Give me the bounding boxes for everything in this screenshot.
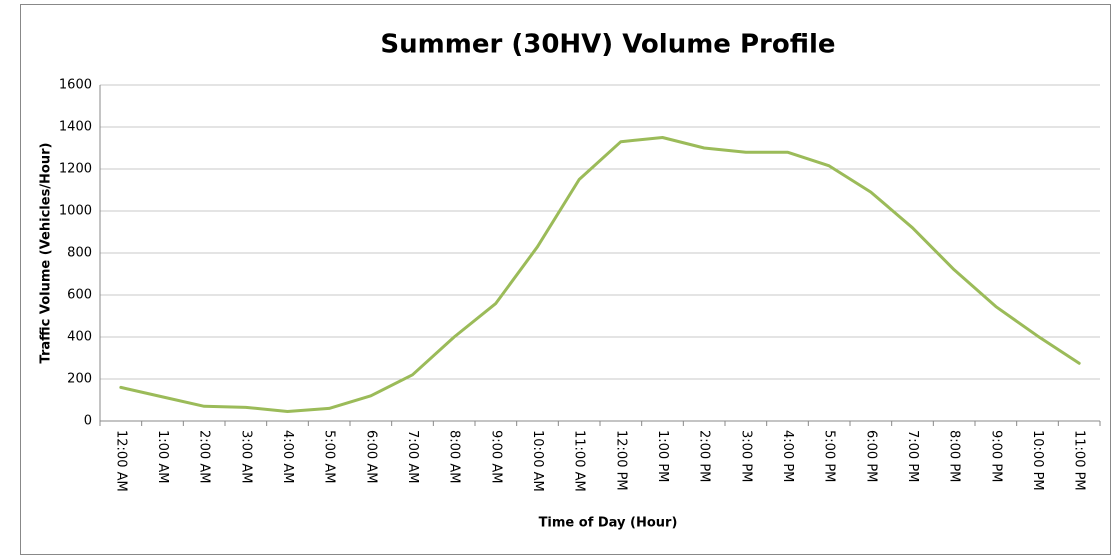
y-tick-label: 1200	[59, 162, 92, 177]
x-tick-label: 5:00 AM	[322, 430, 337, 483]
x-tick-label: 11:00 AM	[572, 430, 587, 492]
x-tick-label: 4:00 PM	[780, 430, 795, 482]
y-tick-label: 400	[67, 330, 92, 345]
y-tick-label: 600	[67, 288, 92, 303]
x-tick-label: 2:00 PM	[697, 430, 712, 482]
x-tick-label: 10:00 AM	[530, 430, 545, 492]
x-tick-label: 7:00 PM	[905, 430, 920, 482]
x-tick-label: 9:00 PM	[988, 430, 1003, 482]
x-tick-label: 6:00 PM	[863, 430, 878, 482]
y-tick-label: 800	[67, 246, 92, 261]
y-tick-label: 200	[67, 372, 92, 387]
x-tick-label: 8:00 PM	[947, 430, 962, 482]
x-tick-label: 2:00 AM	[197, 430, 212, 483]
x-tick-label: 6:00 AM	[363, 430, 378, 483]
y-tick-label: 1000	[59, 204, 92, 219]
chart-title: Summer (30HV) Volume Profile	[380, 30, 835, 60]
chart-frame	[20, 4, 1111, 555]
x-tick-label: 10:00 PM	[1030, 430, 1045, 491]
x-tick-label: 7:00 AM	[405, 430, 420, 483]
y-tick-label: 1400	[59, 120, 92, 135]
x-tick-label: 12:00 AM	[113, 430, 128, 492]
y-axis-title: Traffic Volume (Vehicles/Hour)	[39, 143, 54, 364]
y-tick-label: 0	[84, 414, 92, 429]
x-tick-label: 3:00 PM	[738, 430, 753, 482]
data-line	[119, 136, 1081, 414]
x-tick-label: 1:00 AM	[155, 430, 170, 483]
x-tick-label: 9:00 AM	[488, 430, 503, 483]
x-tick-label: 8:00 AM	[447, 430, 462, 483]
x-tick-label: 5:00 PM	[822, 430, 837, 482]
x-tick-label: 4:00 AM	[280, 430, 295, 483]
y-tick-label: 1600	[59, 78, 92, 93]
x-tick-label: 12:00 PM	[613, 430, 628, 491]
x-axis-title: Time of Day (Hour)	[539, 516, 678, 531]
x-tick-label: 11:00 PM	[1072, 430, 1087, 491]
x-tick-label: 1:00 PM	[655, 430, 670, 482]
x-tick-label: 3:00 AM	[238, 430, 253, 483]
